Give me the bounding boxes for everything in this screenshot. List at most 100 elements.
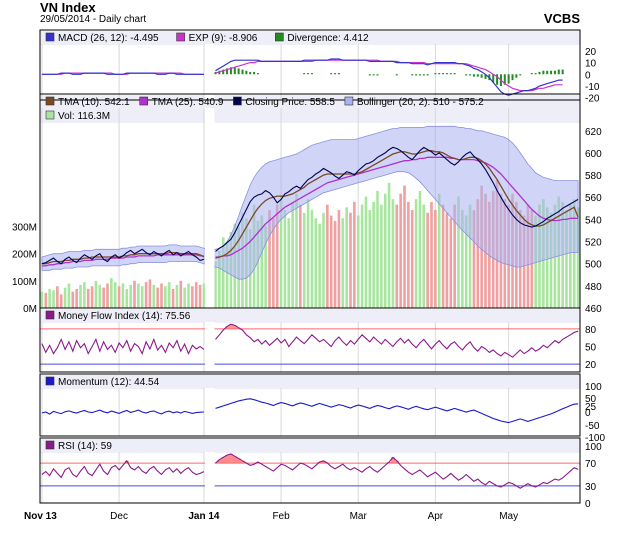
legend-label: EXP (9): -8.906	[189, 33, 258, 44]
rsi-tick-label: 70	[585, 459, 597, 470]
volume-bar	[372, 201, 375, 308]
volume-bar	[94, 280, 98, 308]
volume-bar	[260, 215, 264, 308]
legend-label: Bollinger (20, 2): 510 - 575.2	[357, 97, 484, 108]
volume-bar	[576, 207, 580, 308]
x-axis-label: May	[499, 511, 518, 522]
divergence-bar	[253, 71, 256, 75]
x-axis-label: Feb	[272, 511, 290, 522]
legend-label: Money Flow Index (14): 75.56	[58, 311, 191, 322]
legend-label: TMA (10): 542.1	[58, 97, 130, 108]
momentum-line	[41, 398, 579, 424]
divergence-bar	[553, 70, 556, 75]
divergence-bar	[233, 67, 236, 75]
volume-bar	[407, 201, 410, 308]
divergence-bar	[534, 73, 537, 75]
volume-bar	[341, 218, 345, 308]
divergence-bar	[515, 74, 518, 78]
volume-bar	[137, 283, 140, 308]
volume-bar	[272, 218, 275, 308]
rsi-tick-label: 0	[585, 499, 591, 510]
volume-bar	[167, 282, 171, 308]
mfi-tick-label: 80	[585, 325, 597, 336]
panel-border	[39, 437, 581, 504]
volume-bar	[569, 204, 572, 308]
volume-bar	[445, 212, 449, 308]
legend-label: MACD (26, 12): -4.495	[58, 33, 159, 44]
volume-bar	[368, 210, 372, 308]
momentum-tick-label: 50	[585, 394, 597, 405]
divergence-bar	[538, 71, 541, 75]
legend-swatch	[45, 96, 55, 106]
macd-tick-label: 10	[585, 59, 597, 70]
divergence-bar	[411, 74, 414, 76]
divergence-bar	[530, 73, 533, 75]
closing-price-line	[41, 146, 579, 265]
legend-label: Closing Price: 558.5	[245, 97, 335, 108]
volume-bar	[441, 204, 445, 308]
legend-band	[40, 309, 580, 323]
volume-bar	[59, 294, 63, 308]
divergence-bar	[542, 70, 545, 75]
volume-bar	[310, 210, 314, 308]
volume-bar	[572, 199, 576, 308]
session-gap	[204, 44, 215, 100]
volume-bar	[160, 283, 163, 308]
momentum-tick-label: 25	[585, 402, 597, 413]
volume-bar	[256, 220, 260, 308]
volume-bar	[44, 293, 48, 308]
price-tick-label: 540	[585, 215, 602, 226]
legend-swatch	[139, 96, 149, 106]
mfi-line	[41, 323, 579, 358]
volume-bar	[302, 212, 306, 308]
volume-bar	[52, 290, 55, 308]
momentum-tick-label: 0	[585, 408, 591, 419]
volume-bar	[221, 237, 225, 308]
volume-bar	[133, 280, 136, 308]
rsi-tick-label: 30	[585, 482, 597, 493]
volume-bar	[283, 210, 287, 308]
volume-bar	[152, 284, 156, 308]
volume-bar	[457, 196, 460, 308]
volume-bar	[144, 282, 148, 308]
divergence-bar	[546, 70, 549, 75]
volume-bar	[268, 210, 271, 308]
volume-bar	[356, 215, 360, 308]
volume-bar	[67, 283, 71, 308]
volume-bar	[464, 215, 468, 308]
volume-bar	[299, 204, 302, 308]
volume-bar	[318, 223, 321, 308]
volume-bar	[194, 282, 198, 308]
volume-bar	[476, 199, 480, 308]
divergence-bar	[519, 74, 522, 76]
legend-label: TMA (25): 540.9	[152, 97, 224, 108]
volume-bar	[383, 193, 387, 308]
brand-label: VCBS	[543, 11, 580, 26]
macd-tick-label: 20	[585, 47, 597, 58]
divergence-bar	[492, 74, 495, 83]
volume-bar	[187, 283, 190, 308]
volume-bar	[90, 286, 94, 308]
divergence-bar	[368, 74, 371, 76]
panel-border	[39, 307, 581, 373]
momentum-tick-label: -50	[585, 421, 600, 432]
divergence-bar	[415, 74, 418, 76]
mfi-tick-label: 50	[585, 343, 597, 354]
legend-label: RSI (14): 59	[58, 441, 112, 452]
divergence-bar	[438, 73, 441, 75]
tma25-line	[41, 156, 579, 267]
volume-bar	[333, 220, 337, 308]
volume-bar	[214, 261, 217, 308]
volume-bar	[430, 201, 433, 308]
volume-bar	[83, 282, 86, 308]
volume-bar	[395, 204, 399, 308]
legend-swatch	[45, 110, 55, 120]
volume-bar	[86, 288, 90, 308]
divergence-bar	[376, 74, 379, 76]
volume-bar	[337, 210, 341, 308]
volume-bar	[410, 210, 414, 308]
price-tick-label: 520	[585, 238, 602, 249]
divergence-bar	[476, 74, 479, 77]
volume-bar	[110, 278, 113, 308]
volume-bar	[391, 199, 395, 308]
